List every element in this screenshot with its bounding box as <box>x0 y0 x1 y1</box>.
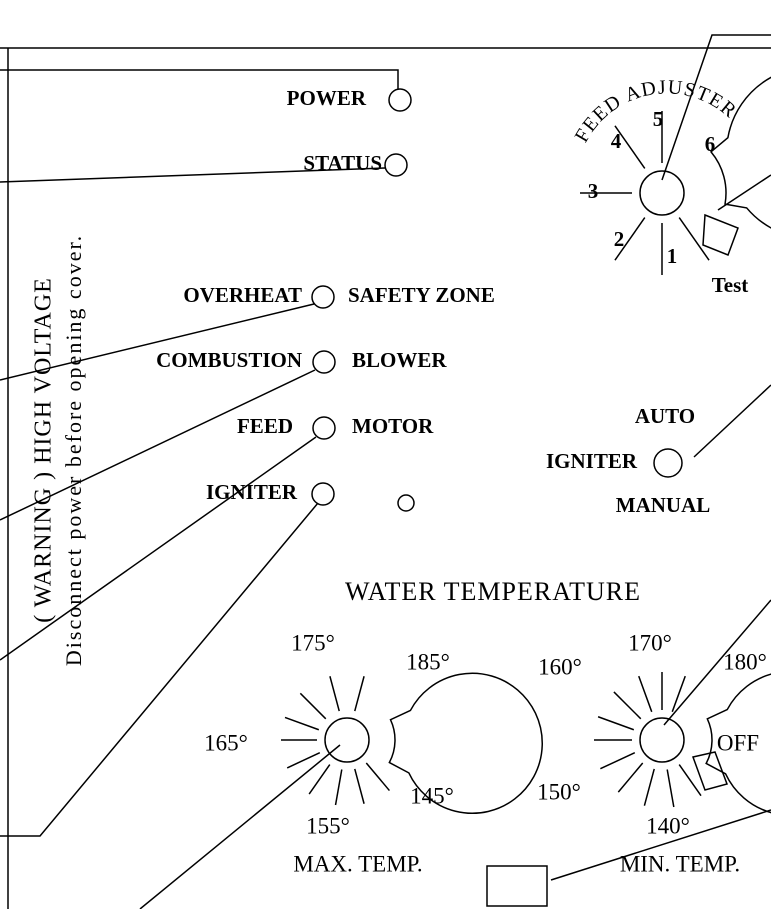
dial-name: MIN. TEMP. <box>620 851 740 876</box>
light-label: MOTOR <box>352 414 434 438</box>
dial-tick <box>354 676 365 712</box>
light <box>312 350 336 374</box>
dial-label: Test <box>712 273 749 297</box>
light <box>312 416 336 440</box>
switch <box>653 448 683 478</box>
dial-tick <box>666 769 675 808</box>
light <box>311 285 335 309</box>
dial-tick <box>365 762 390 792</box>
light-label: IGNITER <box>206 480 298 504</box>
leader-lines <box>0 34 771 909</box>
indicator-light <box>388 88 412 112</box>
light-label: FEED <box>237 414 293 438</box>
light-label: SAFETY ZONE <box>348 283 495 307</box>
dial-tick <box>678 217 710 261</box>
light-label: BLOWER <box>352 348 447 372</box>
dial-label: 165° <box>204 730 248 755</box>
dial-tick <box>329 676 340 712</box>
dial-tick <box>600 751 636 770</box>
dial-tick <box>334 769 343 806</box>
dial-setting: 2 <box>614 227 625 251</box>
dial-name: MAX. TEMP. <box>293 851 422 876</box>
warning-line2: Disconnect power before opening cover. <box>61 234 86 666</box>
dial-tick <box>643 768 655 806</box>
dial-tick <box>614 217 646 261</box>
dial-setting: 4 <box>611 129 622 153</box>
dial-outline <box>705 673 771 814</box>
dial-tick <box>308 764 331 795</box>
dial-label: 155° <box>306 813 350 838</box>
dial-knob <box>639 717 685 763</box>
dial-setting: 5 <box>653 107 664 131</box>
dial-knob <box>639 170 685 216</box>
dial-tick <box>638 675 653 713</box>
dial-label: 175° <box>291 630 335 655</box>
section-title: WATER TEMPERATURE <box>345 577 641 606</box>
dial-tick <box>286 751 321 769</box>
light-label: OVERHEAT <box>183 283 302 307</box>
dial-tick <box>678 764 702 797</box>
dial-label: 140° <box>646 813 690 838</box>
dial-outline <box>709 76 771 229</box>
dial-tick <box>597 716 635 731</box>
small-light <box>397 494 415 512</box>
dial-label: 150° <box>537 779 581 804</box>
dial-tick <box>671 675 686 713</box>
dial-tick <box>613 691 642 720</box>
dial-tick <box>354 768 365 804</box>
indicator-label: POWER <box>287 86 367 110</box>
switch-label: AUTO <box>635 404 695 428</box>
switch-label: MANUAL <box>616 493 711 517</box>
dial-setting: 1 <box>667 244 678 268</box>
dial-setting: 3 <box>588 179 599 203</box>
off-zone <box>692 751 728 791</box>
dial-tick <box>617 762 644 793</box>
dial-outline <box>388 672 543 814</box>
dial-label: OFF <box>717 730 759 755</box>
small-box <box>486 865 548 907</box>
warning-line1: ( WARNING ) HIGH VOLTAGE <box>31 277 57 623</box>
dial-tick <box>614 125 646 169</box>
test-zone <box>702 213 739 256</box>
dial-label: 185° <box>406 649 450 674</box>
dial-setting: 6 <box>705 132 716 156</box>
dial-label: 170° <box>628 630 672 655</box>
dial-knob <box>324 717 370 763</box>
dial-tick <box>284 716 320 731</box>
dials <box>281 76 771 814</box>
indicator-light <box>384 153 408 177</box>
light-label: COMBUSTION <box>156 348 302 372</box>
dial-label: 180° <box>723 649 767 674</box>
switch-label: IGNITER <box>546 449 638 473</box>
dial-tick <box>299 692 327 720</box>
indicator-label: STATUS <box>303 151 382 175</box>
light <box>311 482 335 506</box>
dial-label: 160° <box>538 654 582 679</box>
